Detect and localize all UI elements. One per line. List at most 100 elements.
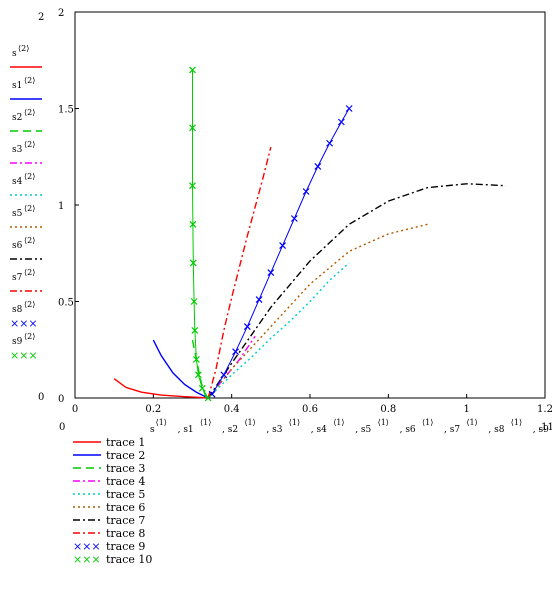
x-expr-name: , s5	[355, 425, 371, 435]
data-point	[189, 259, 197, 267]
series-line	[211, 108, 350, 395]
x-expr-name: , s2	[222, 425, 238, 435]
data-point	[189, 220, 197, 228]
y-expr-name: s6	[12, 241, 23, 251]
series-line	[191, 339, 207, 399]
data-point	[267, 269, 275, 276]
y-expr-name: s8	[12, 305, 23, 315]
y-expr-index: ⟨2⟩	[24, 332, 35, 341]
data-point	[189, 66, 196, 74]
series-line	[207, 146, 272, 399]
x-expr-name: , s1	[178, 425, 194, 435]
legend-label: trace 6	[106, 501, 145, 514]
legend-label: trace 8	[106, 527, 145, 540]
y-outer-label: 0	[38, 392, 44, 403]
legend-label: trace 7	[106, 514, 145, 527]
plot-series	[113, 66, 506, 402]
data-point	[326, 139, 334, 147]
x-tick-label: 1.2	[537, 404, 552, 415]
data-point	[279, 242, 287, 249]
data-point	[192, 355, 200, 363]
x-axis-expression: s⟨1⟩, s1⟨1⟩, s2⟨1⟩, s3⟨1⟩, s4⟨1⟩, s5⟨1⟩,…	[150, 418, 549, 435]
y-expr-name: s	[12, 49, 17, 59]
axis-ticks	[74, 11, 546, 399]
data-point	[198, 384, 206, 392]
y-tick-label: 0	[58, 394, 64, 405]
data-point	[191, 327, 199, 334]
legend-label: trace 1	[106, 436, 145, 449]
legend-label: trace 10	[106, 553, 152, 566]
y-expr-sample: ×××	[10, 349, 38, 362]
x-expr-name: , s9	[533, 425, 549, 435]
data-point	[345, 105, 353, 112]
plot-frame	[74, 11, 546, 399]
data-point	[189, 182, 196, 190]
series-4	[207, 335, 256, 399]
data-point	[314, 162, 322, 170]
x-expr-index: ⟨1⟩	[422, 418, 433, 427]
data-point	[255, 296, 263, 303]
y-tick-label: 2	[58, 8, 64, 19]
x-tick-label: 0.2	[145, 404, 161, 415]
y-outer-label: 2	[38, 12, 44, 23]
x-tick-labels: 0 0.2 0.4 0.6 0.8 1 1.2 0 .11	[59, 404, 552, 433]
series-3	[191, 339, 207, 399]
data-point	[232, 348, 240, 356]
data-point	[190, 298, 198, 305]
y-expr-name: s9	[12, 337, 23, 347]
x-expr-index: ⟨1⟩	[200, 418, 211, 427]
data-point	[337, 118, 345, 126]
y-expr-index: ⟨2⟩	[24, 204, 35, 213]
x-expr-name: , s3	[266, 425, 282, 435]
series-7	[207, 183, 506, 399]
series-6	[207, 223, 428, 399]
series-line	[152, 339, 209, 399]
series-8	[207, 146, 272, 399]
y-expr-index: ⟨2⟩	[24, 140, 35, 149]
data-point	[290, 215, 298, 222]
legend-label: trace 4	[106, 475, 145, 488]
x-expr-index: ⟨1⟩	[466, 418, 477, 427]
y-expr-name: s4	[12, 177, 23, 187]
x-expr-name: , s7	[444, 425, 460, 435]
legend-sample: ×××	[73, 553, 101, 566]
y-expr-index: ⟨2⟩	[24, 172, 35, 181]
y-expr-index: ⟨2⟩	[24, 108, 35, 117]
y-tick-label: 0.5	[58, 298, 74, 309]
legend-label: trace 2	[106, 449, 145, 462]
y-expr-index: ⟨2⟩	[24, 236, 35, 245]
y-expr-sample: ×××	[10, 317, 38, 330]
y-expr-index: ⟨2⟩	[18, 44, 29, 53]
y-tick-labels: 0 0.5 1 1.5 2 0 2	[38, 8, 74, 405]
legend-sample: ×××	[73, 540, 101, 553]
data-point	[189, 124, 196, 132]
legend-label: trace 5	[106, 488, 145, 501]
x-expr-name: s	[150, 425, 155, 435]
x-expr-index: ⟨1⟩	[289, 418, 300, 427]
x-expr-name: , s6	[400, 425, 416, 435]
y-expr-name: s1	[12, 81, 22, 91]
data-point	[243, 323, 251, 331]
series-line	[207, 335, 256, 399]
series-5	[207, 262, 350, 399]
series-9	[208, 105, 353, 398]
data-point	[194, 371, 202, 379]
y-expr-index: ⟨2⟩	[24, 300, 35, 309]
series-line	[113, 378, 207, 399]
x-expr-index: ⟨1⟩	[333, 418, 344, 427]
x-expr-index: ⟨1⟩	[244, 418, 255, 427]
x-bottom-label: 0	[59, 422, 65, 433]
y-expr-name: s7	[12, 273, 23, 283]
series-2	[152, 339, 209, 399]
x-tick-label: 0.6	[302, 404, 318, 415]
series-line	[207, 262, 350, 399]
y-tick-label: 1.5	[58, 105, 74, 116]
x-expr-index: ⟨1⟩	[378, 418, 389, 427]
x-expr-name: , s8	[488, 425, 504, 435]
y-expr-index: ⟨2⟩	[24, 268, 35, 277]
x-expr-index: ⟨1⟩	[511, 418, 522, 427]
data-point	[220, 371, 228, 379]
y-expr-index: ⟨2⟩	[24, 76, 35, 85]
